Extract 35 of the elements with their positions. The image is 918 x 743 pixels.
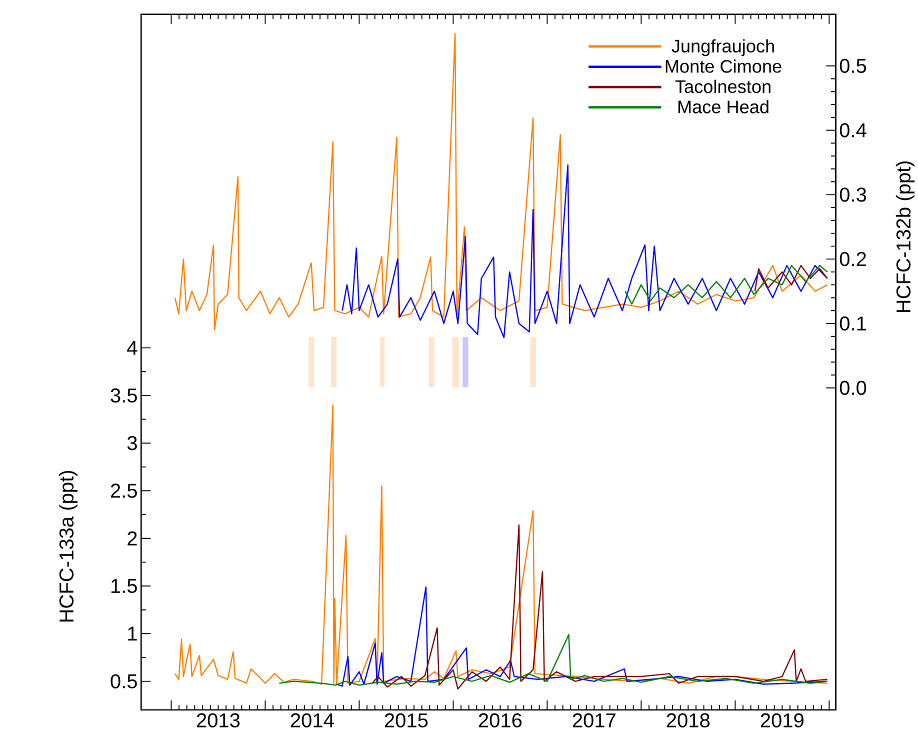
- line-series: [336, 586, 828, 687]
- y-tick-label: 3: [127, 436, 137, 450]
- legend-label: Jungfraujoch: [672, 39, 774, 56]
- x-tick-label: 2013: [196, 713, 240, 728]
- line-series: [624, 264, 828, 305]
- legend-label: Tacolneston: [675, 80, 770, 93]
- x-tick-label: 2019: [760, 713, 804, 728]
- y-tick-label: 3.5: [110, 388, 137, 402]
- y-tick-label: 1.5: [111, 578, 137, 593]
- line-series: [372, 524, 828, 690]
- y-tick-label: 2: [128, 531, 137, 546]
- y2-tick-label: 0.3: [840, 187, 866, 202]
- y2-axis-title: HCFC-132b (ppt): [896, 161, 915, 312]
- line-series: [174, 404, 828, 685]
- y-tick-label: 2.5: [110, 483, 137, 498]
- x-tick-label: 2018: [666, 713, 710, 728]
- y2-tick-label: 0.2: [840, 252, 866, 266]
- y-tick-label: 0.5: [110, 674, 137, 688]
- line-series: [342, 164, 828, 338]
- y2-tick-label: 0.1: [840, 316, 866, 330]
- y2-tick-label: 0.5: [840, 58, 866, 73]
- line-series: [754, 264, 828, 292]
- y2-tick-label: 0.0: [840, 380, 866, 395]
- x-tick-label: 2017: [572, 713, 616, 728]
- y-axis-title: HCFC-133a (ppt): [58, 470, 78, 622]
- x-tick-label: 2015: [384, 713, 428, 728]
- x-tick-label: 2014: [290, 713, 334, 728]
- legend-label: Monte Cimone: [666, 59, 782, 73]
- x-tick-label: 2016: [478, 713, 522, 728]
- legend-label: Mace Head: [678, 100, 768, 114]
- y-tick-label: 4: [127, 340, 138, 355]
- line-series: [278, 634, 828, 686]
- line-series: [174, 32, 828, 330]
- y-tick-label: 1: [128, 626, 137, 640]
- y2-tick-label: 0.4: [840, 122, 866, 138]
